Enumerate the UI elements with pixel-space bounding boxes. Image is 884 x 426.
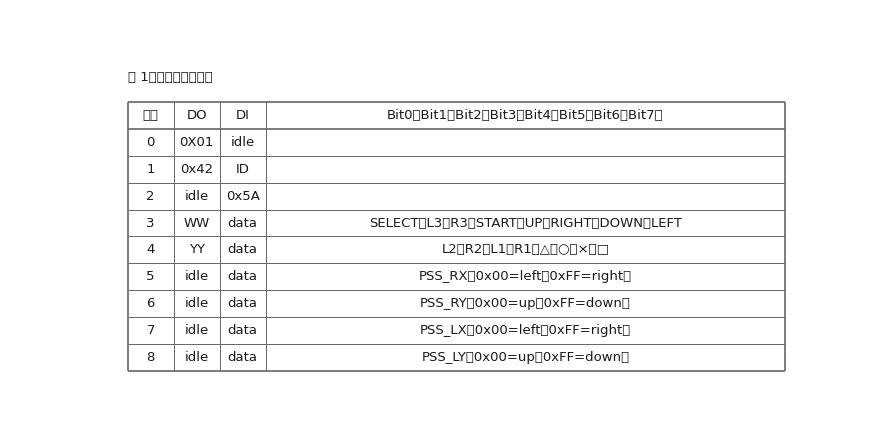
Text: PSS_LX（0x00=left、0xFF=right）: PSS_LX（0x00=left、0xFF=right）: [420, 324, 631, 337]
Text: SELECT、L3、R3、START、UP、RIGHT、DOWN、LEFT: SELECT、L3、R3、START、UP、RIGHT、DOWN、LEFT: [370, 216, 682, 230]
Text: idle: idle: [185, 297, 209, 310]
Text: ID: ID: [236, 163, 249, 176]
Text: idle: idle: [185, 324, 209, 337]
Text: 1: 1: [147, 163, 155, 176]
Text: idle: idle: [185, 190, 209, 203]
Text: data: data: [228, 351, 258, 364]
Text: 0x5A: 0x5A: [225, 190, 260, 203]
Text: WW: WW: [184, 216, 210, 230]
Text: data: data: [228, 216, 258, 230]
Text: data: data: [228, 243, 258, 256]
Text: 0x42: 0x42: [180, 163, 213, 176]
Text: DI: DI: [236, 109, 249, 122]
Text: 表 1：数据意义对照表: 表 1：数据意义对照表: [127, 71, 212, 84]
Text: 8: 8: [147, 351, 155, 364]
Text: 5: 5: [147, 271, 155, 283]
Text: 7: 7: [147, 324, 155, 337]
Text: Bit0、Bit1、Bit2、Bit3、Bit4、Bit5、Bit6、Bit7、: Bit0、Bit1、Bit2、Bit3、Bit4、Bit5、Bit6、Bit7、: [387, 109, 664, 122]
Text: 6: 6: [147, 297, 155, 310]
Text: 0X01: 0X01: [179, 136, 214, 149]
Text: 2: 2: [147, 190, 155, 203]
Text: PSS_RX（0x00=left、0xFF=right）: PSS_RX（0x00=left、0xFF=right）: [419, 271, 632, 283]
Text: 3: 3: [147, 216, 155, 230]
Text: idle: idle: [185, 271, 209, 283]
Text: 0: 0: [147, 136, 155, 149]
Text: data: data: [228, 324, 258, 337]
Text: PSS_RY（0x00=up、0xFF=down）: PSS_RY（0x00=up、0xFF=down）: [420, 297, 631, 310]
Text: 顺序: 顺序: [142, 109, 158, 122]
Text: idle: idle: [231, 136, 255, 149]
Text: idle: idle: [185, 351, 209, 364]
Text: DO: DO: [187, 109, 207, 122]
Text: PSS_LY（0x00=up、0xFF=down）: PSS_LY（0x00=up、0xFF=down）: [422, 351, 629, 364]
Text: data: data: [228, 297, 258, 310]
Text: YY: YY: [188, 243, 205, 256]
Text: 4: 4: [147, 243, 155, 256]
Text: data: data: [228, 271, 258, 283]
Text: L2、R2、L1、R1、△、○、×、□: L2、R2、L1、R1、△、○、×、□: [441, 243, 610, 256]
